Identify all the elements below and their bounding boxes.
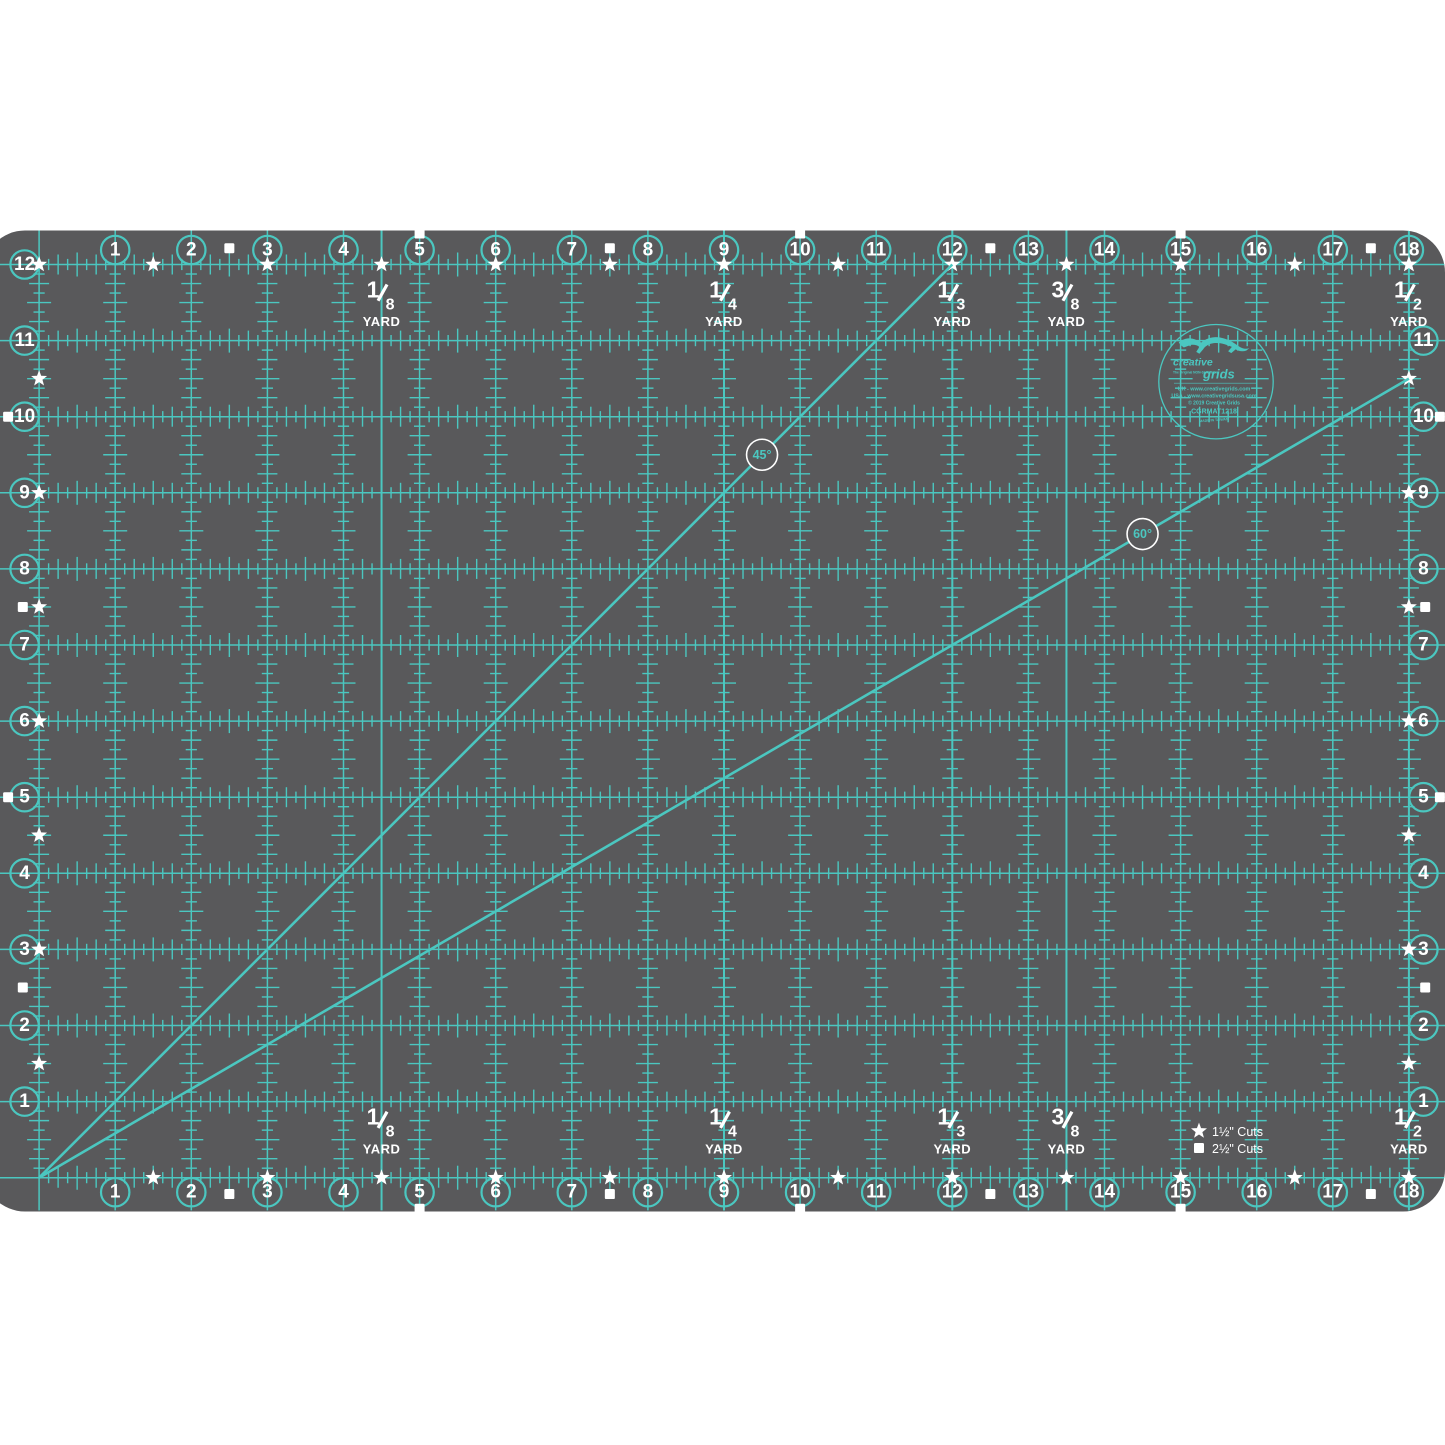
svg-text:3: 3 [262,1182,273,1203]
svg-text:15: 15 [1170,1182,1192,1203]
svg-text:8: 8 [19,558,30,579]
svg-text:2½" Cuts: 2½" Cuts [1212,1142,1263,1156]
svg-text:10: 10 [14,406,35,427]
svg-text:9: 9 [1418,482,1429,503]
svg-text:12: 12 [14,254,35,275]
svg-text:17: 17 [1322,1182,1343,1203]
svg-text:5: 5 [414,240,425,261]
svg-text:1: 1 [110,1182,121,1203]
svg-text:14: 14 [1094,1182,1116,1203]
svg-text:13: 13 [1018,240,1039,261]
svg-text:© 2019 Creative Grids: © 2019 Creative Grids [1188,400,1240,407]
svg-text:14: 14 [1094,240,1116,261]
svg-text:YARD: YARD [1390,314,1428,329]
svg-text:4: 4 [338,1182,349,1203]
svg-text:YARD: YARD [1048,314,1086,329]
svg-text:1: 1 [19,1091,30,1112]
svg-text:11: 11 [1413,330,1434,351]
svg-text:6: 6 [490,1182,501,1203]
svg-text:3: 3 [956,1124,965,1141]
svg-text:YARD: YARD [1048,1141,1086,1156]
svg-text:9: 9 [719,1182,730,1203]
svg-text:11: 11 [15,330,36,351]
svg-text:4: 4 [338,240,349,261]
svg-text:13: 13 [1018,1182,1039,1203]
svg-text:YARD: YARD [363,1141,401,1156]
svg-text:8: 8 [1070,296,1079,313]
svg-text:8: 8 [643,1182,654,1203]
svg-text:11: 11 [866,240,887,261]
svg-text:8: 8 [386,1124,395,1141]
svg-text:18: 18 [1398,1182,1419,1203]
svg-text:1½" Cuts: 1½" Cuts [1212,1125,1263,1139]
svg-text:16: 16 [1246,240,1267,261]
svg-text:45°: 45° [753,448,772,462]
svg-text:2: 2 [186,240,197,261]
svg-text:1: 1 [110,240,121,261]
svg-text:8: 8 [643,240,654,261]
svg-text:3: 3 [1418,939,1429,960]
svg-text:2: 2 [1413,1124,1422,1141]
svg-text:17: 17 [1322,240,1343,261]
svg-text:60°: 60° [1133,527,1152,541]
svg-text:10: 10 [790,1182,811,1203]
svg-text:YARD: YARD [1390,1141,1428,1156]
svg-text:The Original NON-SLIP Ruler: The Original NON-SLIP Ruler [1173,371,1219,375]
svg-text:YARD: YARD [363,314,401,329]
svg-text:5: 5 [1418,787,1429,808]
svg-text:YARD: YARD [705,1141,743,1156]
svg-text:10: 10 [790,240,811,261]
svg-text:6: 6 [19,711,30,732]
svg-text:10: 10 [1413,406,1434,427]
svg-text:8: 8 [1070,1124,1079,1141]
svg-text:4: 4 [728,296,737,313]
svg-text:UK - www.creativegrids.com: UK - www.creativegrids.com [1178,387,1251,393]
svg-text:5: 5 [414,1182,425,1203]
svg-text:8: 8 [386,296,395,313]
svg-text:YARD: YARD [933,1141,971,1156]
svg-text:2: 2 [1413,296,1422,313]
svg-text:7: 7 [567,1182,578,1203]
svg-text:2: 2 [19,1015,30,1036]
svg-text:4: 4 [19,863,30,884]
svg-text:16: 16 [1246,1182,1267,1203]
svg-text:YARD: YARD [933,314,971,329]
svg-text:6: 6 [1418,711,1429,732]
svg-text:3: 3 [19,939,30,960]
svg-text:2: 2 [186,1182,197,1203]
svg-text:8: 8 [1418,558,1429,579]
svg-text:11: 11 [866,1182,887,1203]
svg-text:1: 1 [1418,1091,1429,1112]
svg-text:YARD: YARD [705,314,743,329]
svg-text:5: 5 [19,787,30,808]
svg-text:7: 7 [567,240,578,261]
svg-text:9: 9 [19,482,30,503]
svg-text:12: 12 [942,1182,963,1203]
svg-text:CGRMAT1218: CGRMAT1218 [1191,409,1237,416]
svg-text:7: 7 [19,635,30,656]
svg-text:4: 4 [1418,863,1429,884]
svg-text:3: 3 [956,296,965,313]
svg-text:7: 7 [1418,635,1429,656]
svg-text:2: 2 [1418,1015,1429,1036]
svg-text:USA - www.creativegridsusa.com: USA - www.creativegridsusa.com [1171,394,1256,400]
svg-text:4: 4 [728,1124,737,1141]
